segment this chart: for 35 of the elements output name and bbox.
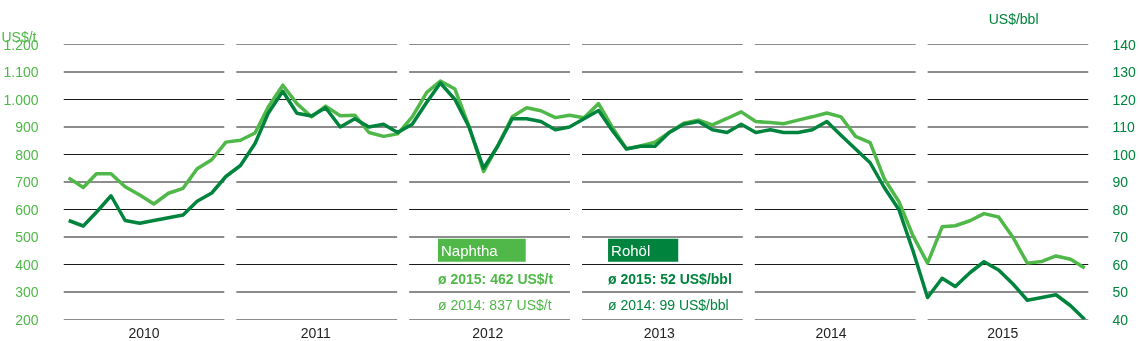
y-tick-label: 200 (15, 311, 39, 328)
text: Rohöl (611, 241, 651, 259)
y2-tick-label: 40 (1112, 311, 1129, 328)
y-tick-label: 700 (15, 174, 39, 190)
y2-tick-label: 80 (1112, 201, 1129, 218)
x-tick-label: 2014 (815, 324, 847, 341)
y2-tick-label: 60 (1112, 256, 1129, 273)
x-tick-label: 2015 (987, 324, 1019, 341)
line-series (66, 81, 1087, 320)
y2-axis-title: US$/bbl (988, 10, 1039, 27)
y-tick-label: 1.000 (3, 91, 39, 108)
y2-tick-label: 90 (1112, 174, 1129, 190)
annotation: ø 2014: 99 US$/bbl (608, 296, 729, 313)
y-tick-label: 800 (15, 146, 39, 163)
annotation: ø 2015: 462 US$/t (437, 270, 554, 287)
y2-tick-label: 140 (1112, 36, 1137, 53)
x-tick-label: 2013 (643, 324, 676, 341)
y2-tick-label: 100 (1112, 146, 1137, 163)
y2-tick-label: 50 (1112, 284, 1129, 300)
y-tick-label: 500 (15, 229, 39, 245)
y-tick-label: 600 (15, 201, 39, 218)
y2-tick-label: 110 (1112, 119, 1136, 135)
annotation: ø 2014: 837 US$/t (437, 296, 552, 313)
y-tick-label: 1.100 (3, 64, 39, 80)
annotation: ø 2015: 52 US$/bbl (608, 270, 732, 287)
y2-tick-label: 120 (1112, 91, 1137, 108)
x-tick-label: 2012 (472, 324, 504, 341)
y-tick-label: 400 (15, 256, 39, 273)
y-tick-label: 900 (15, 119, 39, 135)
y-tick-label: 300 (15, 284, 39, 300)
x-tick-label: 2011 (300, 324, 332, 341)
y2-tick-label: 130 (1112, 64, 1137, 80)
y2-tick-label: 70 (1112, 229, 1129, 245)
x-tick-label: 2010 (128, 324, 160, 341)
text: Naphtha (440, 241, 499, 259)
